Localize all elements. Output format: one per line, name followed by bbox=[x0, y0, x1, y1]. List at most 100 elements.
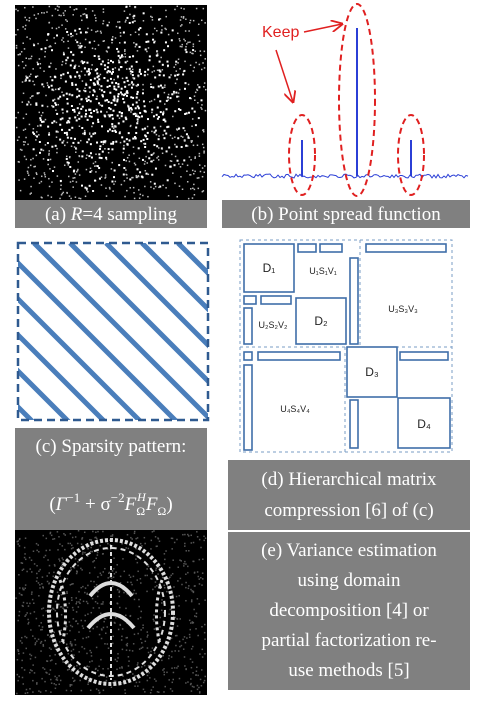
dot bbox=[78, 601, 80, 603]
dot bbox=[136, 85, 138, 87]
dot bbox=[156, 546, 158, 548]
dot bbox=[75, 644, 77, 646]
dot bbox=[35, 642, 37, 644]
dot bbox=[17, 680, 19, 682]
dot bbox=[96, 109, 98, 111]
dot bbox=[51, 122, 53, 124]
dot bbox=[40, 629, 42, 631]
dot bbox=[49, 582, 51, 584]
dot bbox=[203, 131, 205, 133]
dot bbox=[81, 51, 83, 53]
dot bbox=[194, 67, 196, 69]
dot bbox=[84, 620, 86, 622]
dot bbox=[75, 84, 77, 86]
dot bbox=[32, 691, 34, 693]
dot bbox=[94, 132, 96, 134]
dot bbox=[88, 666, 90, 668]
dot bbox=[76, 573, 78, 575]
dot bbox=[176, 596, 178, 598]
dot bbox=[152, 647, 154, 649]
dot bbox=[78, 651, 80, 653]
dot bbox=[57, 5, 59, 7]
dot bbox=[114, 88, 116, 90]
dot bbox=[116, 26, 118, 28]
dot bbox=[24, 80, 26, 82]
dot bbox=[188, 84, 190, 86]
dot bbox=[195, 51, 197, 53]
dot bbox=[178, 101, 180, 103]
dot bbox=[102, 151, 104, 153]
dot bbox=[90, 79, 92, 81]
dot bbox=[150, 186, 152, 188]
dot bbox=[191, 542, 193, 544]
dot bbox=[192, 53, 194, 55]
dot bbox=[152, 686, 154, 688]
dot bbox=[160, 126, 162, 128]
dot bbox=[104, 68, 106, 70]
dot bbox=[62, 545, 64, 547]
dot bbox=[193, 20, 195, 22]
dot bbox=[30, 58, 32, 60]
dot bbox=[40, 650, 42, 652]
dot bbox=[117, 603, 119, 605]
dot bbox=[18, 54, 20, 56]
dot bbox=[173, 91, 175, 93]
dot bbox=[64, 549, 66, 551]
dot bbox=[91, 126, 93, 128]
dot bbox=[95, 153, 97, 155]
dot bbox=[178, 108, 180, 110]
arrow bbox=[276, 50, 293, 102]
dot bbox=[170, 166, 172, 168]
dot bbox=[188, 30, 190, 32]
dot bbox=[175, 635, 177, 637]
dot bbox=[49, 186, 51, 188]
dot bbox=[156, 51, 158, 53]
dot bbox=[151, 131, 153, 133]
dot bbox=[93, 110, 95, 112]
dot bbox=[167, 45, 169, 47]
dot bbox=[150, 181, 152, 183]
dot bbox=[40, 63, 42, 65]
dot bbox=[128, 660, 130, 662]
dot bbox=[39, 587, 41, 589]
dot bbox=[60, 15, 62, 16]
dot bbox=[201, 108, 203, 110]
dot bbox=[41, 608, 43, 610]
dot bbox=[28, 622, 30, 624]
dot bbox=[144, 71, 146, 73]
dot bbox=[142, 159, 144, 161]
dot bbox=[57, 531, 59, 533]
dot bbox=[132, 104, 134, 106]
dot bbox=[97, 30, 99, 32]
dot bbox=[56, 136, 58, 138]
dot bbox=[69, 195, 71, 197]
dot bbox=[128, 106, 130, 108]
dot bbox=[184, 561, 186, 563]
dot bbox=[86, 158, 88, 160]
dot bbox=[97, 552, 99, 554]
dot bbox=[162, 69, 164, 71]
dot bbox=[140, 578, 142, 580]
dot bbox=[36, 573, 38, 575]
dot bbox=[92, 628, 94, 630]
dot bbox=[54, 102, 56, 104]
dot bbox=[166, 591, 168, 593]
dot bbox=[106, 680, 108, 682]
dot bbox=[147, 634, 149, 636]
dot bbox=[195, 92, 197, 94]
dot bbox=[50, 159, 52, 161]
dot bbox=[180, 136, 182, 138]
dot bbox=[72, 142, 74, 144]
dot bbox=[202, 62, 204, 64]
dot bbox=[171, 538, 173, 540]
dot bbox=[91, 69, 93, 71]
dot bbox=[112, 643, 114, 645]
dot bbox=[26, 602, 28, 604]
dot bbox=[129, 84, 131, 86]
dot bbox=[178, 163, 180, 165]
dot bbox=[128, 665, 129, 667]
dot bbox=[45, 555, 47, 557]
dot bbox=[71, 583, 73, 585]
dot bbox=[97, 531, 99, 533]
dot bbox=[68, 603, 70, 605]
